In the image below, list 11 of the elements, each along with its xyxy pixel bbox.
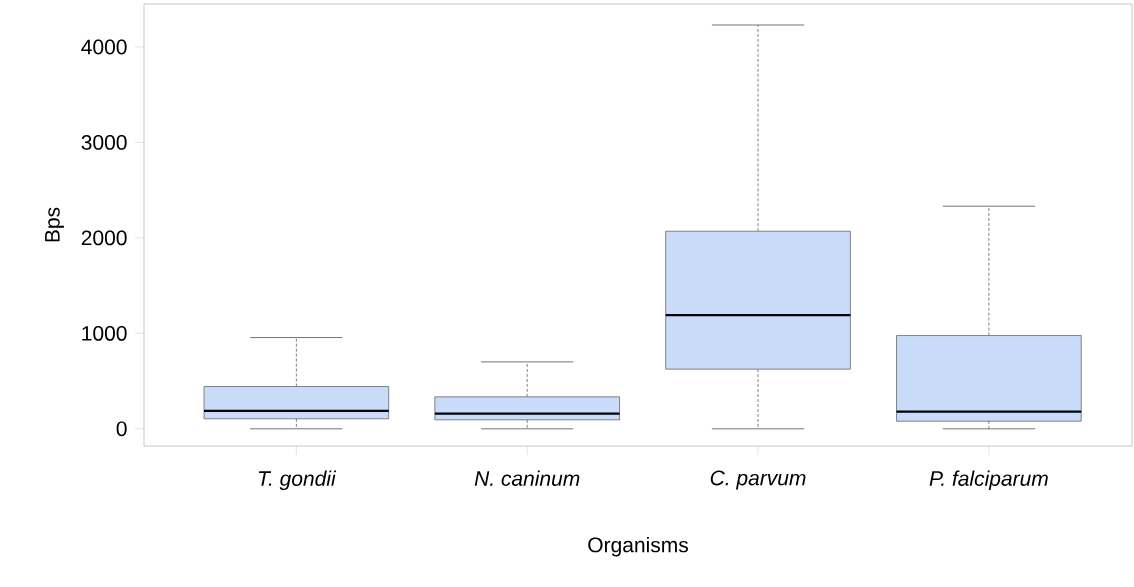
- y-tick-label: 3000: [81, 134, 127, 150]
- y-axis-title: Bps: [45, 207, 64, 242]
- y-tick-label: 2000: [81, 230, 127, 246]
- x-tick-label: N. caninum: [474, 470, 580, 486]
- y-tick-label: 0: [116, 421, 127, 437]
- x-axis-title: Organisms: [588, 536, 688, 557]
- y-tick-label: 1000: [82, 325, 127, 341]
- x-tick-label: P. falciparum: [929, 470, 1048, 491]
- x-tick-label: C. parvum: [710, 470, 806, 490]
- y-tick-label: 4000: [81, 39, 127, 55]
- x-tick-label: T. gondii: [258, 470, 337, 491]
